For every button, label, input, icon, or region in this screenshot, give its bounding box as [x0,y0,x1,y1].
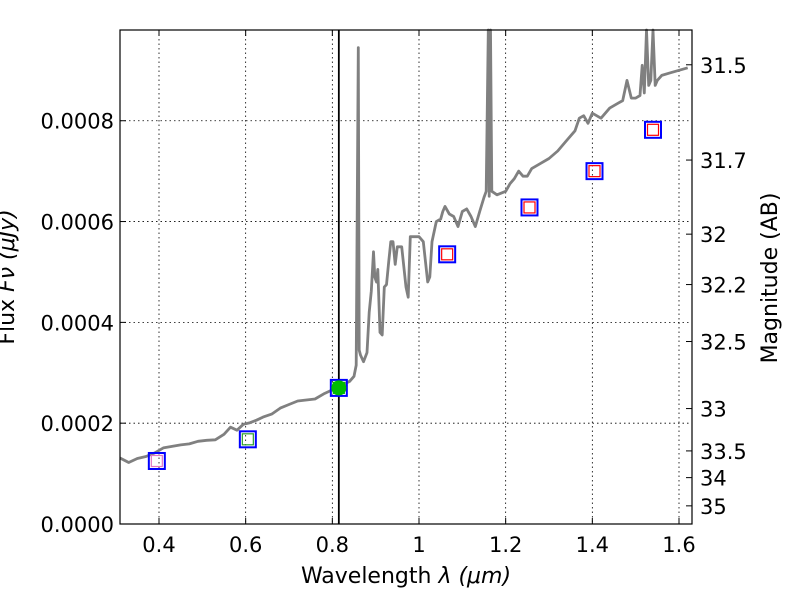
x-tick-label: 0.4 [142,533,175,557]
x-tick-label: 1 [412,533,425,557]
y2-axis-label: Magnitude (AB) [758,193,783,364]
photometry-inner-square [241,433,254,446]
x-axis-label: Wavelength λ (μm) [301,564,511,589]
photometry-outer-square [438,245,457,264]
y2-tick-label: 33 [700,398,727,422]
x-tick-label: 1.4 [576,533,609,557]
photometry-outer-square [585,162,604,181]
y2-tick-label: 35 [700,495,727,519]
photometry-inner-square [523,201,536,214]
x-tick-label: 0.6 [229,533,262,557]
sed-curve-group [119,28,689,464]
x-tick-label: 1.2 [489,533,522,557]
photometry-inner-square [441,248,454,261]
plot-frame [119,29,693,525]
y2-tick-label: 32 [700,223,727,247]
y2-tick-label: 33.5 [700,440,747,464]
photometry-points [147,120,662,470]
y-tick-label: 0.0000 [41,513,114,537]
sed-curve [119,28,689,464]
photometry-outer-square [520,198,539,217]
y2-axis-ticks: 31.5 31.7 32 32.2 32.5 33 33.5 34 35 [686,54,747,519]
photometry-inner-square [588,165,601,178]
y2-tick-label: 31.5 [700,54,747,78]
x-axis-ticks: 0.4 0.6 0.8 1 1.2 1.4 1.6 [142,30,696,557]
y2-tick-label: 32.5 [700,331,747,355]
photometry-outer-square [238,430,257,449]
photometry-inner-square [150,454,163,468]
y2-tick-label: 32.2 [700,274,747,298]
y-axis-label: Flux Fν (μJy) [0,209,20,344]
y-axis-ticks: 0.0000 0.0002 0.0004 0.0006 0.0008 [41,110,126,537]
y-tick-label: 0.0006 [41,211,114,235]
x-tick-label: 1.6 [662,533,695,557]
y-tick-label: 0.0002 [41,412,114,436]
highlight-point [331,380,347,396]
photometry-inner-square [646,123,660,136]
photometry-outer-square [644,120,662,139]
y2-tick-label: 31.7 [700,149,747,173]
y-tick-label: 0.0008 [41,110,114,134]
y2-tick-label: 34 [700,467,727,491]
photometry-outer-square [329,378,348,397]
photometry-outer-square [147,451,166,470]
y-tick-label: 0.0004 [41,311,114,335]
x-tick-label: 0.8 [316,533,349,557]
